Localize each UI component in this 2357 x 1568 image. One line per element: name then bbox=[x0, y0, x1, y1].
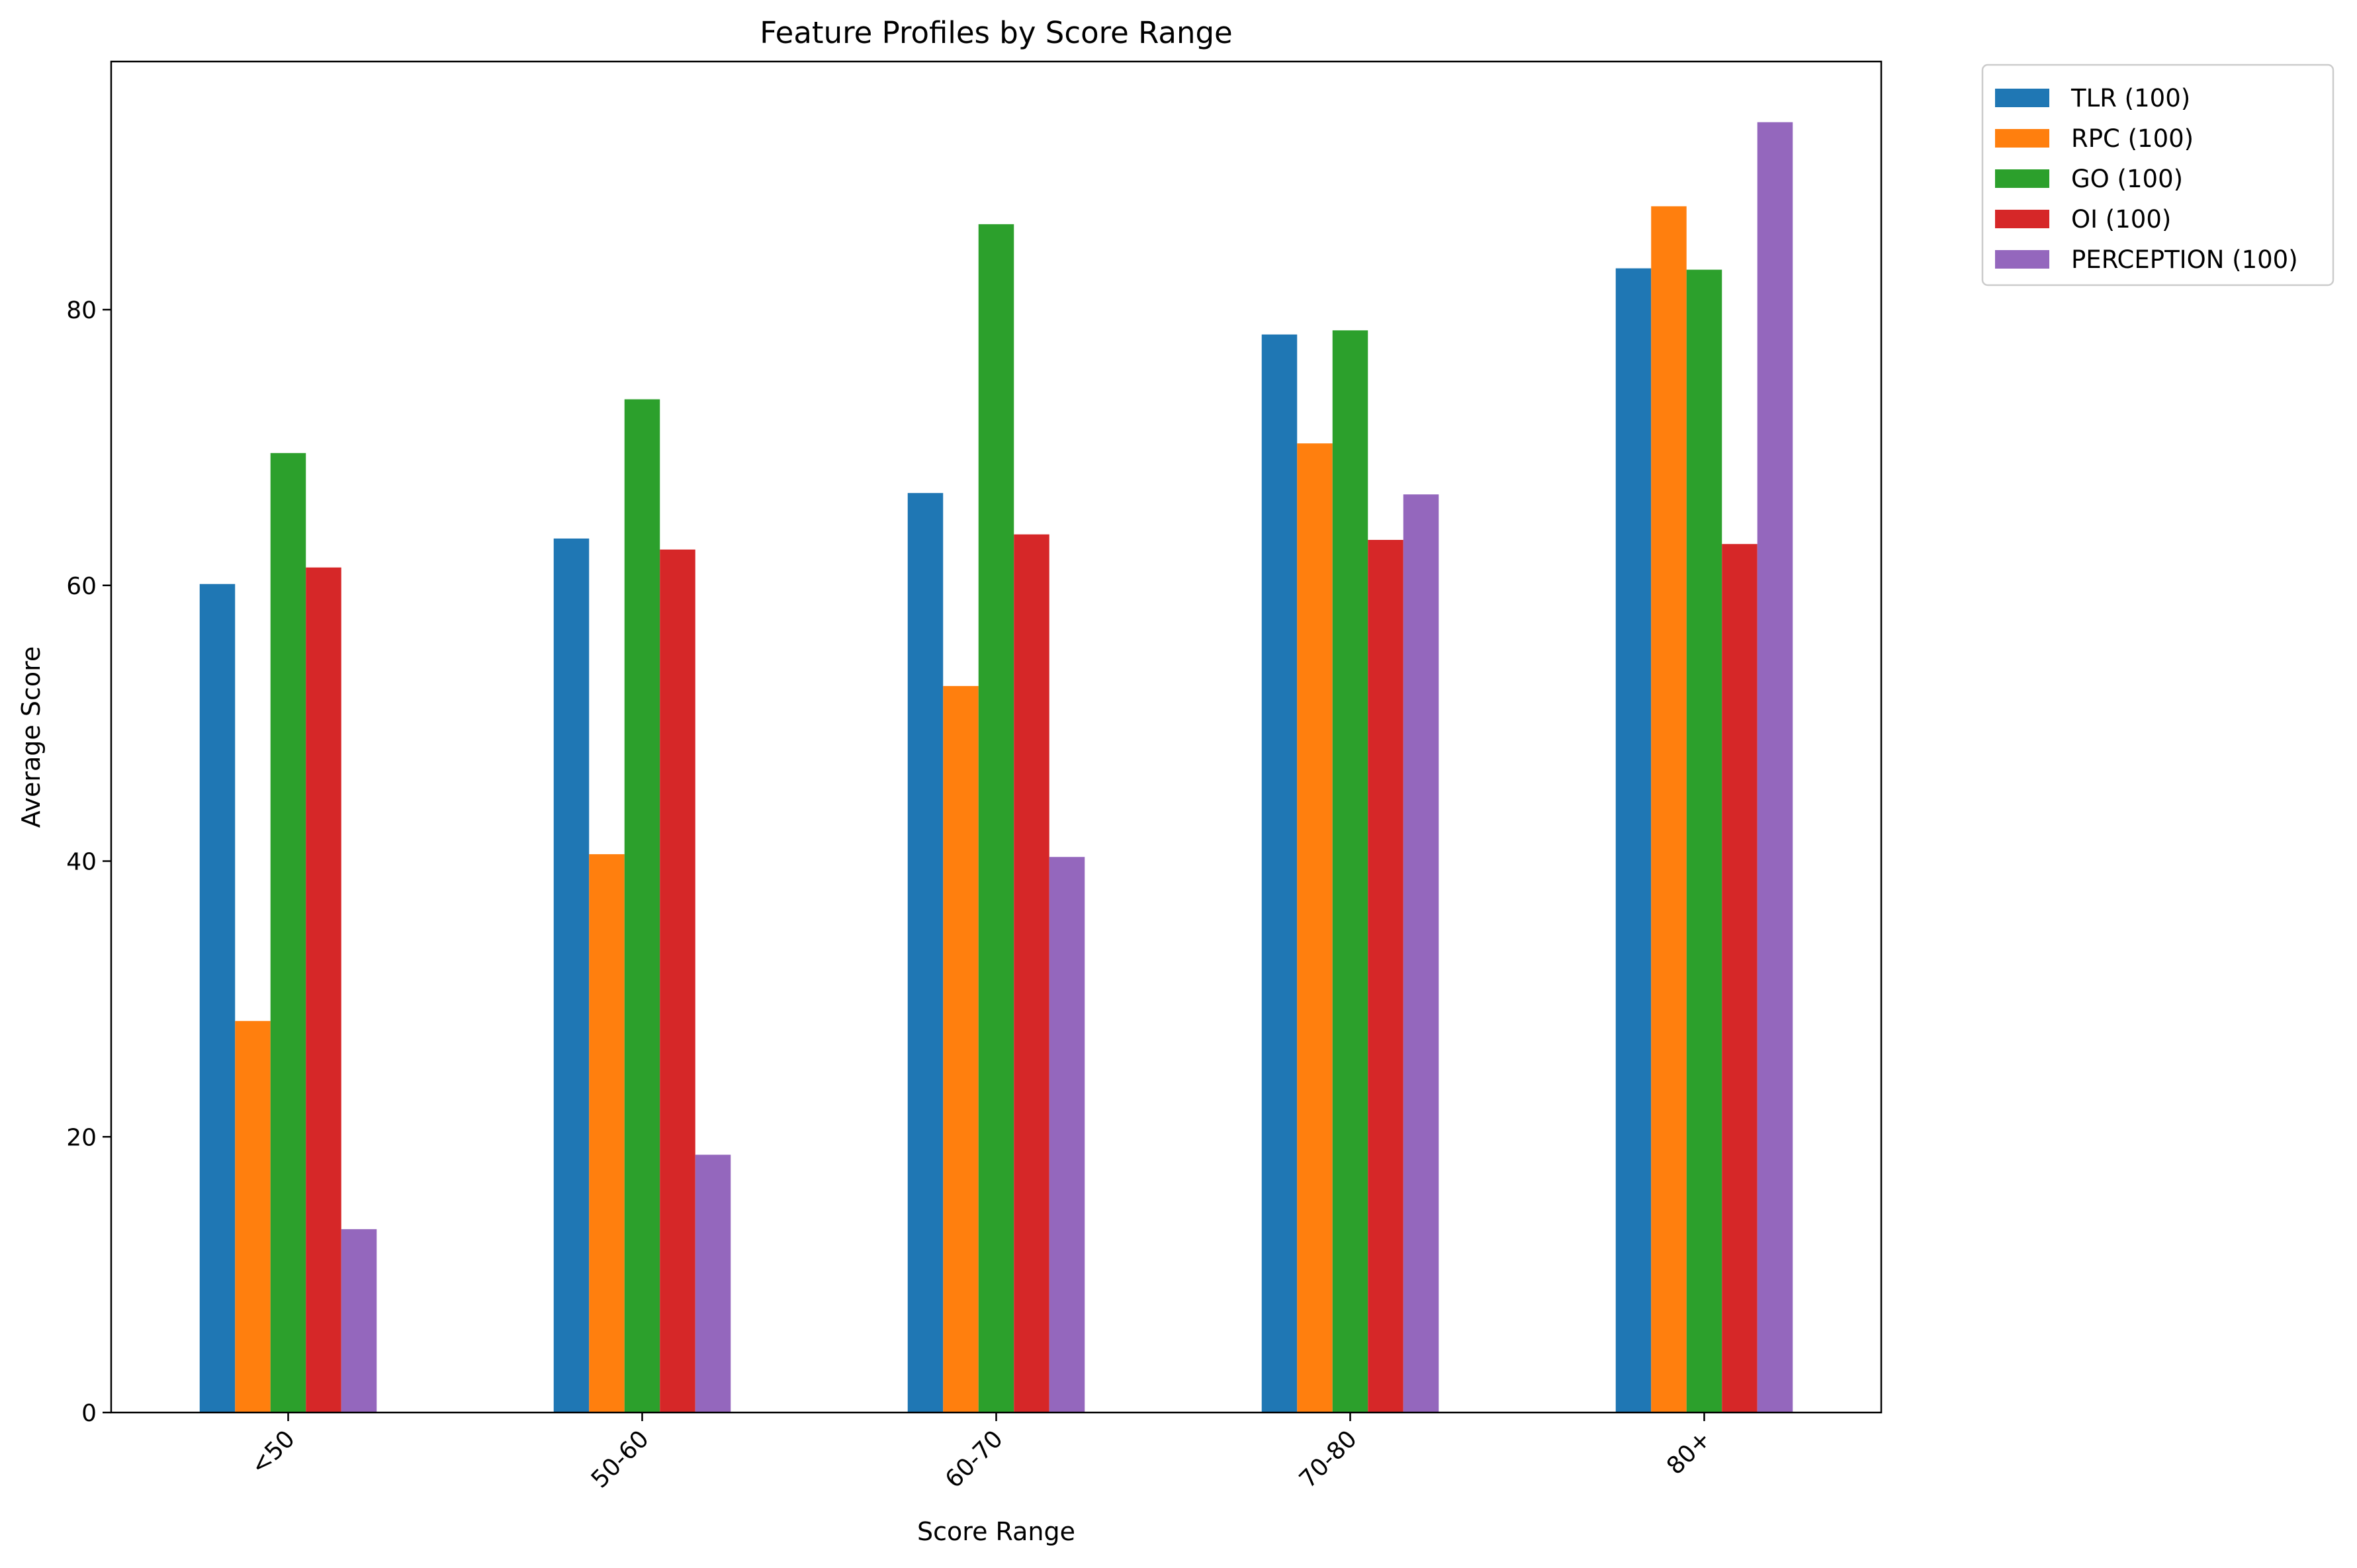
legend-entry: TLR (100) bbox=[2070, 84, 2190, 112]
bar-rpc-3 bbox=[1297, 443, 1333, 1413]
x-axis-label: Score Range bbox=[917, 1517, 1075, 1546]
y-tick-label: 40 bbox=[66, 849, 97, 876]
bar-perception-1 bbox=[695, 1154, 731, 1413]
bar-oi-0 bbox=[306, 567, 341, 1413]
legend-entry: OI (100) bbox=[2071, 205, 2171, 234]
y-tick-label: 80 bbox=[66, 297, 97, 324]
bar-perception-4 bbox=[1757, 122, 1793, 1413]
bar-go-3 bbox=[1332, 330, 1368, 1413]
legend-entry: RPC (100) bbox=[2071, 124, 2194, 153]
y-tick-label: 20 bbox=[66, 1124, 97, 1151]
legend: TLR (100) RPC (100) GO (100) OI (100) PERCEP… bbox=[1981, 64, 2335, 286]
bar-rpc-1 bbox=[589, 854, 625, 1413]
legend-swatch bbox=[1995, 89, 2049, 107]
y-axis-label: Average Score bbox=[17, 646, 46, 828]
y-tick-label: 0 bbox=[81, 1400, 97, 1427]
bar-oi-2 bbox=[1014, 534, 1049, 1413]
bar-oi-4 bbox=[1722, 544, 1757, 1413]
bar-tlr-1 bbox=[553, 538, 590, 1413]
bar-tlr-2 bbox=[907, 493, 944, 1413]
bar-perception-2 bbox=[1049, 857, 1085, 1413]
legend-entry: GO (100) bbox=[2071, 165, 2183, 193]
bars-layer bbox=[199, 122, 1793, 1413]
legend-swatch bbox=[1995, 210, 2049, 228]
bar-go-0 bbox=[270, 453, 306, 1413]
bar-oi-3 bbox=[1368, 540, 1403, 1413]
bar-go-2 bbox=[978, 224, 1014, 1413]
legend-swatch bbox=[1995, 129, 2049, 148]
chart-title: Feature Profiles by Score Range bbox=[760, 15, 1233, 50]
bar-rpc-4 bbox=[1651, 206, 1687, 1413]
bar-rpc-0 bbox=[235, 1021, 271, 1413]
legend-swatch bbox=[1995, 250, 2049, 269]
bar-tlr-0 bbox=[199, 584, 236, 1413]
legend-entry: PERCEPTION (100) bbox=[2071, 245, 2298, 274]
bar-perception-3 bbox=[1403, 494, 1439, 1413]
bar-oi-1 bbox=[660, 549, 695, 1413]
legend-box bbox=[1981, 64, 2335, 286]
bar-go-1 bbox=[624, 399, 660, 1413]
bar-tlr-3 bbox=[1261, 334, 1298, 1413]
legend-swatch bbox=[1995, 169, 2049, 188]
y-tick-label: 60 bbox=[66, 573, 97, 600]
bar-tlr-4 bbox=[1615, 268, 1652, 1413]
bar-go-4 bbox=[1686, 269, 1722, 1413]
bar-perception-0 bbox=[341, 1229, 377, 1413]
bar-rpc-2 bbox=[943, 685, 979, 1413]
